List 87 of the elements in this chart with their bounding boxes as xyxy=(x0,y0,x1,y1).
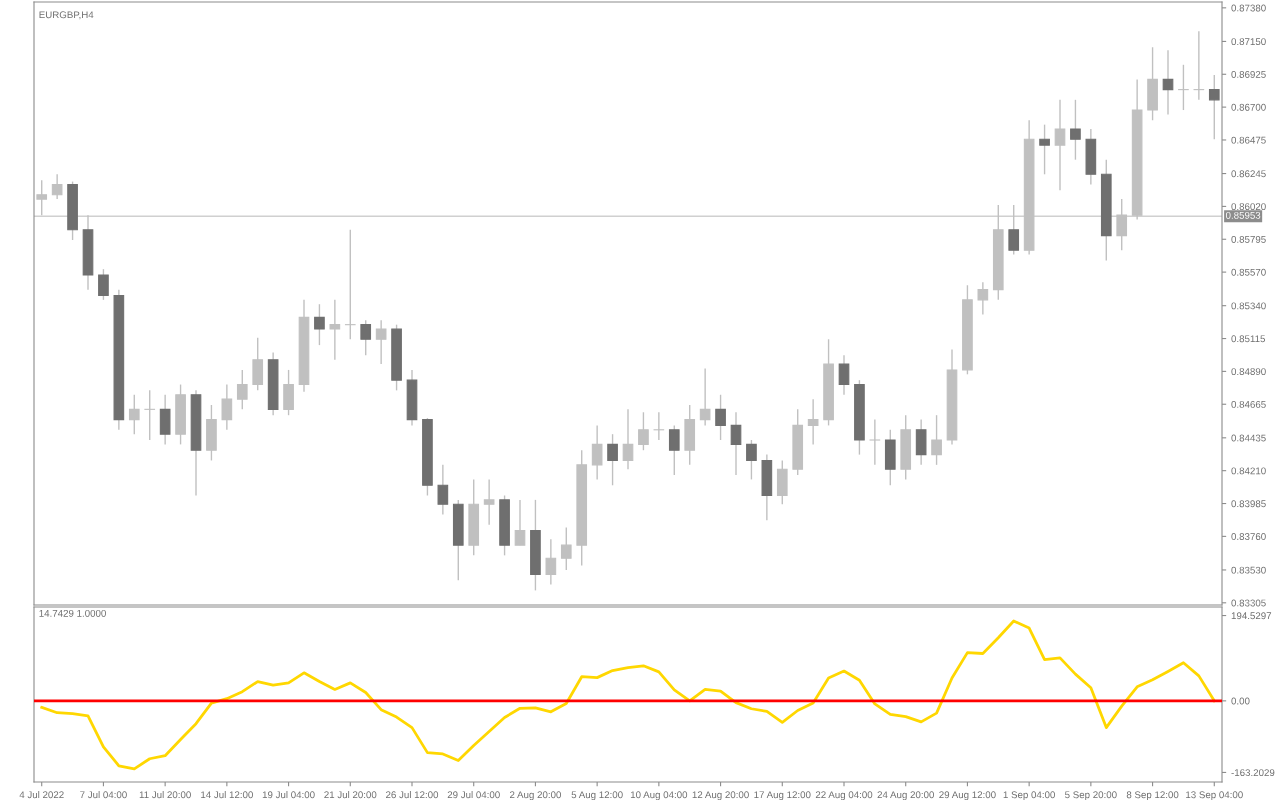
candlestick xyxy=(1054,99,1066,192)
x-tick-label: 29 Aug 12:00 xyxy=(939,791,996,800)
candlestick xyxy=(622,408,634,470)
candlestick xyxy=(236,369,248,411)
candlestick xyxy=(1116,198,1128,251)
x-tick-label: 12 Aug 20:00 xyxy=(692,791,749,800)
x-tick-label: 10 Aug 04:00 xyxy=(630,791,688,800)
candlestick xyxy=(1162,49,1174,116)
y-tick-label: 0.83530 xyxy=(1231,566,1266,574)
y-tick-label: 0.85570 xyxy=(1231,268,1266,276)
candlestick xyxy=(653,411,665,441)
candlestick xyxy=(1070,99,1081,161)
y-tick-label: 194.5297 xyxy=(1231,612,1272,620)
x-tick-label: 7 Jul 04:00 xyxy=(80,791,127,799)
x-tick-label: 26 Jul 12:00 xyxy=(386,791,439,799)
x-tick-label: 8 Sep 12:00 xyxy=(1126,791,1179,800)
candlestick xyxy=(144,389,156,441)
candlestick xyxy=(1008,204,1020,256)
y-tick-label: 0.83985 xyxy=(1231,500,1266,508)
y-tick-label: 0.84210 xyxy=(1231,467,1266,475)
candlestick xyxy=(98,268,109,301)
candlestick xyxy=(1193,30,1205,101)
y-tick-label: 0.84665 xyxy=(1231,400,1266,408)
candlestick xyxy=(869,418,881,466)
y-tick-label: 0.84435 xyxy=(1231,434,1266,442)
candlestick xyxy=(483,478,495,526)
y-tick-label: 0.86925 xyxy=(1231,71,1266,78)
line-series xyxy=(40,619,1216,771)
x-tick-label: 11 Jul 20:00 xyxy=(139,791,191,799)
candlestick xyxy=(375,319,387,365)
chart-title: 14.7429 1.0000 xyxy=(39,609,106,617)
candlestick xyxy=(668,424,680,476)
candlestick xyxy=(314,303,325,346)
x-tick-label: 21 Jul 20:00 xyxy=(324,791,377,799)
candlestick xyxy=(730,411,742,476)
x-tick-label: 24 Aug 20:00 xyxy=(877,791,934,800)
y-tick-label: -163.2029 xyxy=(1231,769,1275,777)
candlestick xyxy=(437,464,449,516)
y-tick-label: 0.86700 xyxy=(1231,103,1266,111)
y-tick-label: 0.86475 xyxy=(1231,136,1266,144)
candlestick xyxy=(931,414,942,466)
x-tick-label: 29 Jul 04:00 xyxy=(447,791,500,799)
candlestick xyxy=(977,281,989,316)
y-tick-label: 0.85115 xyxy=(1231,335,1266,343)
x-tick-label: 14 Jul 12:00 xyxy=(201,791,253,799)
candlestick xyxy=(51,173,63,200)
y-tick-label: 0.86245 xyxy=(1231,170,1266,178)
y-tick-label: 0.83760 xyxy=(1231,533,1266,540)
candlestick xyxy=(221,383,233,431)
x-tick-label: 19 Jul 04:00 xyxy=(262,791,315,799)
candlestick xyxy=(607,433,618,486)
candlestick xyxy=(1208,74,1220,140)
x-tick-label: 5 Sep 20:00 xyxy=(1065,791,1117,800)
y-tick-label: 0.86020 xyxy=(1231,203,1266,211)
candlestick xyxy=(1039,123,1050,175)
x-tick-label: 5 Aug 12:00 xyxy=(571,791,623,800)
candlestick xyxy=(591,424,603,481)
x-tick-label: 17 Aug 12:00 xyxy=(754,791,811,800)
candlestick xyxy=(838,354,850,396)
x-tick-label: 4 Jul 2022 xyxy=(19,791,64,799)
candlestick xyxy=(560,526,572,571)
x-tick-label: 2 Aug 20:00 xyxy=(509,791,561,800)
x-tick-label: 1 Sep 04:00 xyxy=(1003,791,1055,800)
y-tick-label: 0.85340 xyxy=(1231,302,1266,310)
x-tick-label: 13 Sep 04:00 xyxy=(1186,791,1243,800)
candlestick xyxy=(638,411,649,451)
candlestick xyxy=(1178,64,1189,111)
x-tick-label: 22 Aug 04:00 xyxy=(815,791,873,800)
candlestick xyxy=(360,319,372,357)
candlestick xyxy=(514,499,526,546)
y-tick-label: 0.84890 xyxy=(1231,368,1266,376)
ref-line-label: 0.85953 xyxy=(1225,211,1261,219)
candlestick xyxy=(545,538,557,586)
candlestick xyxy=(715,394,726,441)
candlestick xyxy=(699,367,711,427)
y-tick-label: 0.85795 xyxy=(1231,235,1266,243)
y-tick-label: 0.00 xyxy=(1231,697,1250,705)
candlestick xyxy=(807,398,819,446)
y-tick-label: 0.83305 xyxy=(1231,599,1266,607)
y-tick-label: 0.87150 xyxy=(1231,38,1266,46)
y-tick-label: 0.87380 xyxy=(1231,4,1266,12)
text: EURGBP,H4 xyxy=(39,11,94,20)
candlestick xyxy=(344,229,356,340)
candlestick xyxy=(329,299,341,361)
candlestick xyxy=(128,394,140,435)
candlestick xyxy=(36,179,48,216)
candlestick xyxy=(746,439,757,481)
